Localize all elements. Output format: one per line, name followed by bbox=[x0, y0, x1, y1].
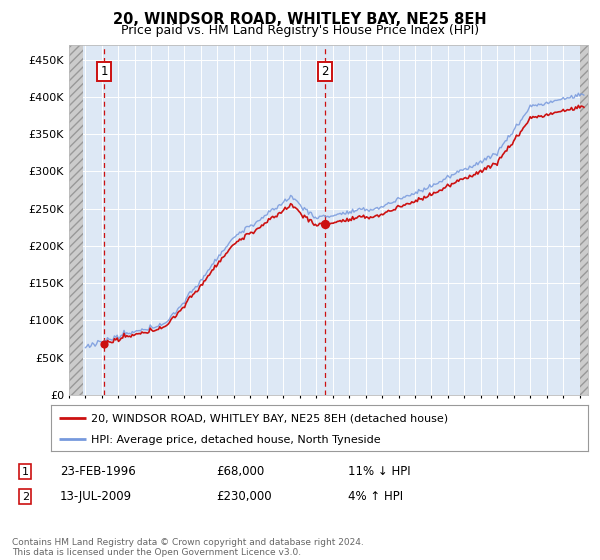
Text: 20, WINDSOR ROAD, WHITLEY BAY, NE25 8EH: 20, WINDSOR ROAD, WHITLEY BAY, NE25 8EH bbox=[113, 12, 487, 27]
Text: Contains HM Land Registry data © Crown copyright and database right 2024.
This d: Contains HM Land Registry data © Crown c… bbox=[12, 538, 364, 557]
Text: 2: 2 bbox=[22, 492, 29, 502]
Text: 23-FEB-1996: 23-FEB-1996 bbox=[60, 465, 136, 478]
Text: Price paid vs. HM Land Registry's House Price Index (HPI): Price paid vs. HM Land Registry's House … bbox=[121, 24, 479, 36]
Text: 20, WINDSOR ROAD, WHITLEY BAY, NE25 8EH (detached house): 20, WINDSOR ROAD, WHITLEY BAY, NE25 8EH … bbox=[91, 414, 448, 424]
Text: 13-JUL-2009: 13-JUL-2009 bbox=[60, 490, 132, 503]
Text: HPI: Average price, detached house, North Tyneside: HPI: Average price, detached house, Nort… bbox=[91, 435, 381, 445]
Point bbox=[320, 219, 330, 228]
Text: 1: 1 bbox=[22, 466, 29, 477]
Text: £68,000: £68,000 bbox=[216, 465, 264, 478]
Text: £230,000: £230,000 bbox=[216, 490, 272, 503]
Bar bbox=[69, 45, 83, 395]
Text: 11% ↓ HPI: 11% ↓ HPI bbox=[348, 465, 410, 478]
Text: 2: 2 bbox=[321, 64, 329, 77]
Text: 1: 1 bbox=[100, 64, 107, 77]
Text: 4% ↑ HPI: 4% ↑ HPI bbox=[348, 490, 403, 503]
Bar bbox=[580, 45, 588, 395]
Point bbox=[99, 340, 109, 349]
